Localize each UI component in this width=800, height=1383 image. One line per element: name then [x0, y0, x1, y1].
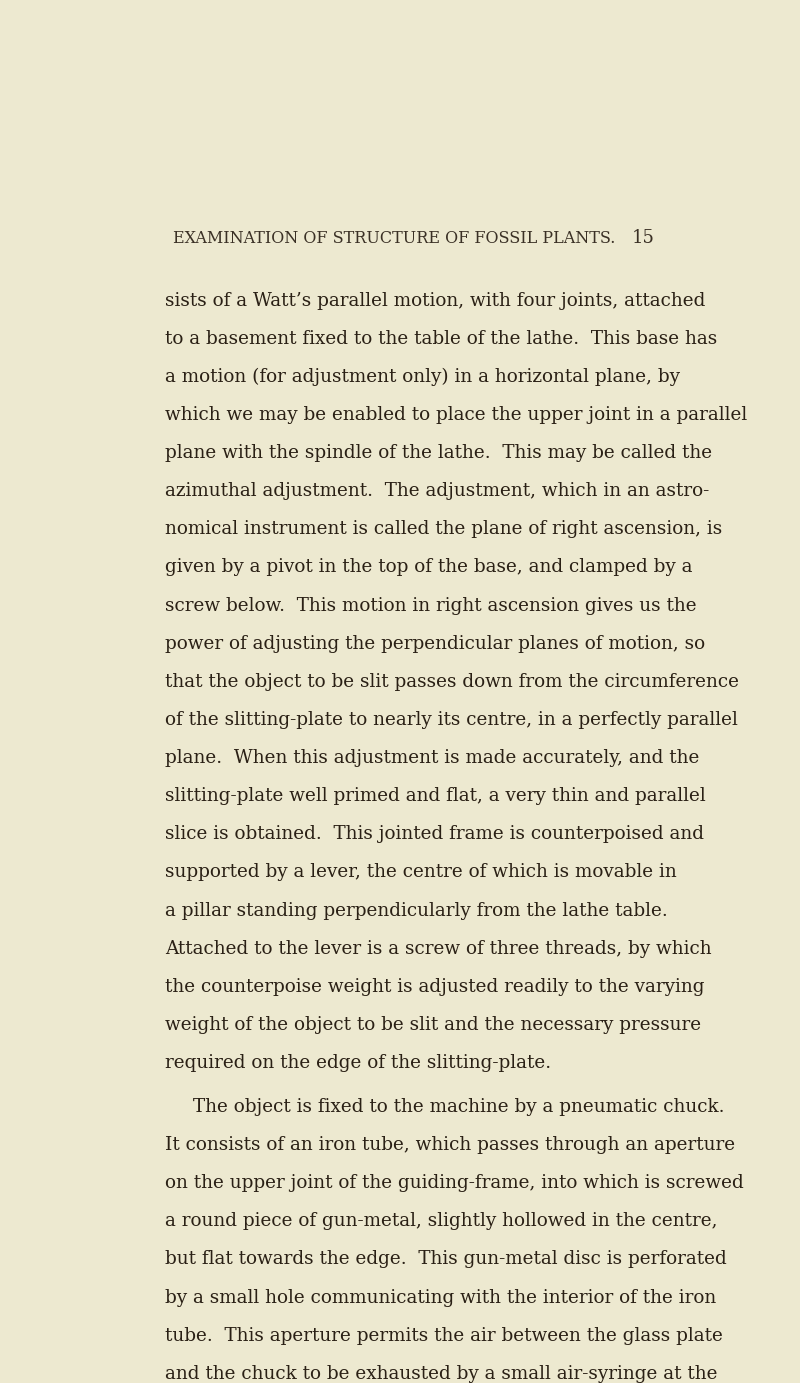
- Text: weight of the object to be slit and the necessary pressure: weight of the object to be slit and the …: [165, 1017, 702, 1034]
- Text: screw below.  This motion in right ascension gives us the: screw below. This motion in right ascens…: [165, 596, 697, 614]
- Text: which we may be enabled to place the upper joint in a parallel: which we may be enabled to place the upp…: [165, 407, 747, 425]
- Text: and the chuck to be exhausted by a small air-syringe at the: and the chuck to be exhausted by a small…: [165, 1365, 718, 1383]
- Text: azimuthal adjustment.  The adjustment, which in an astro-: azimuthal adjustment. The adjustment, wh…: [165, 483, 710, 501]
- Text: slice is obtained.  This jointed frame is counterpoised and: slice is obtained. This jointed frame is…: [165, 826, 704, 844]
- Text: 15: 15: [632, 230, 655, 248]
- Text: a motion (for adjustment only) in a horizontal plane, by: a motion (for adjustment only) in a hori…: [165, 368, 680, 386]
- Text: slitting-plate well primed and flat, a very thin and parallel: slitting-plate well primed and flat, a v…: [165, 787, 706, 805]
- Text: power of adjusting the perpendicular planes of motion, so: power of adjusting the perpendicular pla…: [165, 635, 706, 653]
- Text: to a basement fixed to the table of the lathe.  This base has: to a basement fixed to the table of the …: [165, 329, 718, 347]
- Text: on the upper joint of the guiding-frame, into which is screwed: on the upper joint of the guiding-frame,…: [165, 1174, 744, 1192]
- Text: EXAMINATION OF STRUCTURE OF FOSSIL PLANTS.: EXAMINATION OF STRUCTURE OF FOSSIL PLANT…: [174, 230, 616, 248]
- Text: the counterpoise weight is adjusted readily to the varying: the counterpoise weight is adjusted read…: [165, 978, 705, 996]
- Text: sists of a Watt’s parallel motion, with four joints, attached: sists of a Watt’s parallel motion, with …: [165, 292, 706, 310]
- Text: but flat towards the edge.  This gun-metal disc is perforated: but flat towards the edge. This gun-meta…: [165, 1250, 727, 1268]
- Text: a round piece of gun-metal, slightly hollowed in the centre,: a round piece of gun-metal, slightly hol…: [165, 1213, 718, 1231]
- Text: of the slitting-plate to nearly its centre, in a perfectly parallel: of the slitting-plate to nearly its cent…: [165, 711, 738, 729]
- Text: tube.  This aperture permits the air between the glass plate: tube. This aperture permits the air betw…: [165, 1326, 723, 1344]
- Text: nomical instrument is called the plane of right ascension, is: nomical instrument is called the plane o…: [165, 520, 722, 538]
- Text: The object is fixed to the machine by a pneumatic chuck.: The object is fixed to the machine by a …: [193, 1098, 725, 1116]
- Text: It consists of an iron tube, which passes through an aperture: It consists of an iron tube, which passe…: [165, 1135, 735, 1153]
- Text: plane with the spindle of the lathe.  This may be called the: plane with the spindle of the lathe. Thi…: [165, 444, 712, 462]
- Text: required on the edge of the slitting-plate.: required on the edge of the slitting-pla…: [165, 1054, 551, 1072]
- Text: supported by a lever, the centre of which is movable in: supported by a lever, the centre of whic…: [165, 863, 677, 881]
- Text: that the object to be slit passes down from the circumference: that the object to be slit passes down f…: [165, 674, 739, 692]
- Text: plane.  When this adjustment is made accurately, and the: plane. When this adjustment is made accu…: [165, 750, 699, 768]
- Text: given by a pivot in the top of the base, and clamped by a: given by a pivot in the top of the base,…: [165, 559, 693, 577]
- Text: a pillar standing perpendicularly from the lathe table.: a pillar standing perpendicularly from t…: [165, 902, 668, 920]
- Text: by a small hole communicating with the interior of the iron: by a small hole communicating with the i…: [165, 1289, 716, 1307]
- Text: Attached to the lever is a screw of three threads, by which: Attached to the lever is a screw of thre…: [165, 939, 712, 957]
